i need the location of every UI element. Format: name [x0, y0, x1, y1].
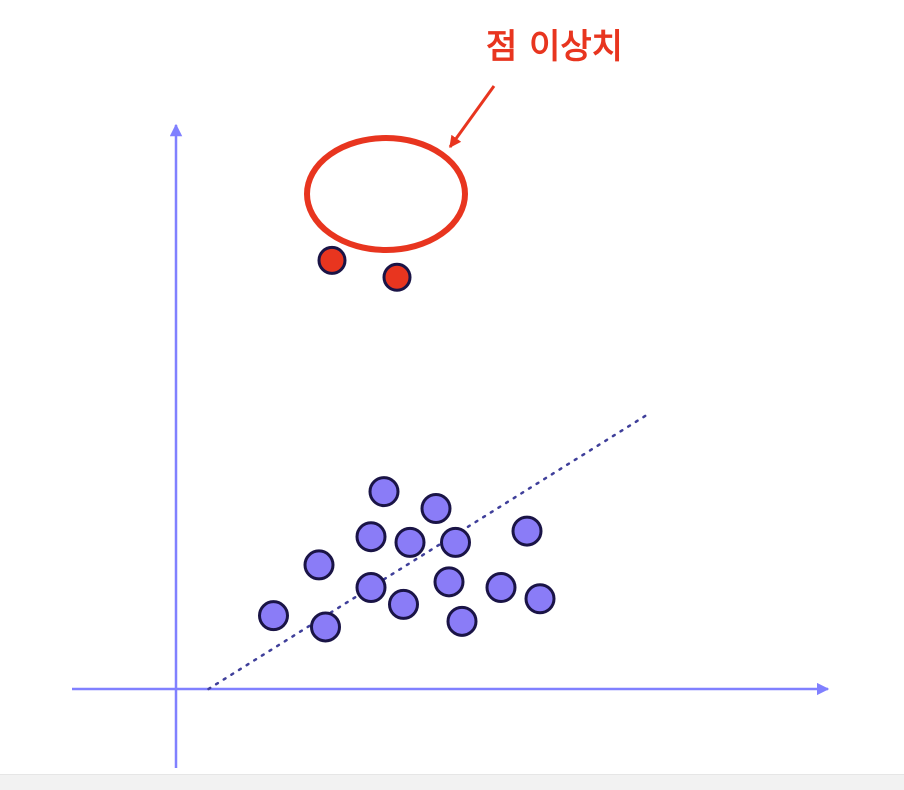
outlier-highlight-ellipse: [304, 135, 468, 253]
normal-point-12: [420, 493, 452, 525]
trend-line: [207, 411, 652, 691]
annotation-arrow: [448, 85, 496, 148]
bottom-strip: [0, 774, 904, 790]
normal-point-2: [310, 611, 341, 643]
normal-point-8: [446, 605, 478, 637]
normal-point-7: [394, 526, 426, 558]
normal-point-10: [440, 526, 471, 558]
normal-point-4: [355, 571, 387, 603]
normal-point-3: [303, 549, 335, 581]
normal-point-1: [258, 600, 289, 632]
outlier-point-1: [317, 245, 347, 275]
points-layer: [258, 245, 556, 643]
normal-point-11: [368, 476, 400, 508]
normal-point-14: [511, 515, 543, 547]
outlier-point-2: [382, 262, 412, 292]
normal-point-13: [485, 571, 517, 603]
normal-point-5: [388, 588, 419, 620]
normal-point-9: [433, 566, 465, 598]
normal-point-6: [355, 521, 387, 553]
annotation-label: 점 이상치: [486, 27, 623, 67]
normal-point-15: [524, 583, 556, 615]
